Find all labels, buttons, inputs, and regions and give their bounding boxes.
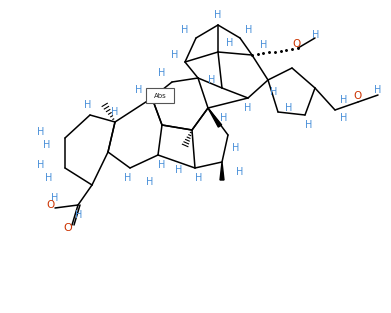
Text: H: H <box>75 210 82 220</box>
Text: H: H <box>181 25 188 35</box>
Text: H: H <box>285 103 292 113</box>
Bar <box>146 88 174 103</box>
Text: H: H <box>124 173 132 183</box>
Text: O: O <box>293 39 301 49</box>
Text: H: H <box>232 143 239 153</box>
Text: H: H <box>135 85 142 95</box>
Text: H: H <box>244 103 252 113</box>
Text: H: H <box>158 160 166 170</box>
Text: H: H <box>37 160 44 170</box>
Text: H: H <box>111 107 118 117</box>
Text: O: O <box>354 91 362 101</box>
Text: H: H <box>312 30 320 40</box>
Polygon shape <box>208 108 222 127</box>
Text: H: H <box>43 140 50 150</box>
Text: H: H <box>50 193 58 203</box>
Text: H: H <box>236 167 244 177</box>
Text: H: H <box>305 120 312 130</box>
Text: H: H <box>37 127 44 137</box>
Text: O: O <box>47 200 55 210</box>
Polygon shape <box>220 162 224 180</box>
Text: O: O <box>64 223 72 233</box>
Text: H: H <box>374 85 382 95</box>
Text: H: H <box>45 173 52 183</box>
Text: H: H <box>158 68 165 78</box>
Text: H: H <box>208 75 215 85</box>
Text: H: H <box>170 50 178 60</box>
Text: H: H <box>175 165 182 175</box>
Text: H: H <box>214 10 222 20</box>
Text: H: H <box>220 113 228 123</box>
Text: Abs: Abs <box>154 93 167 99</box>
Text: H: H <box>340 95 347 105</box>
Text: H: H <box>270 87 277 97</box>
Text: H: H <box>340 113 347 123</box>
Text: H: H <box>226 38 234 48</box>
Text: H: H <box>84 100 91 110</box>
Text: H: H <box>245 25 252 35</box>
Text: H: H <box>195 173 203 183</box>
Text: H: H <box>260 40 267 50</box>
Text: H: H <box>146 177 154 187</box>
